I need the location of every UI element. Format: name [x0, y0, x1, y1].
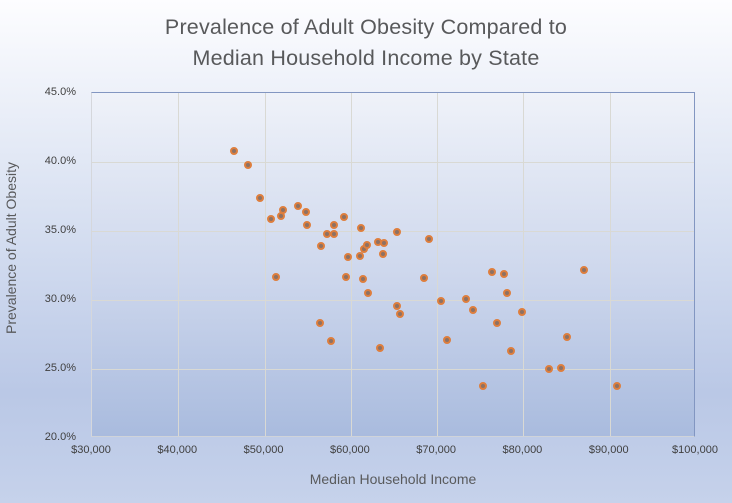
- data-point: [302, 221, 311, 230]
- data-point: [357, 224, 366, 233]
- data-point: [424, 235, 433, 244]
- y-axis-tick-label: 40.0%: [44, 155, 76, 167]
- x-axis-tick-label: $80,000: [502, 444, 543, 456]
- data-point: [379, 239, 388, 248]
- data-point: [556, 363, 565, 372]
- chart-title-line-1: Prevalence of Adult Obesity Compared to: [164, 15, 568, 39]
- data-point: [330, 221, 339, 230]
- y-axis-tick-label: 20.0%: [44, 431, 76, 443]
- data-point: [341, 272, 350, 281]
- data-point: [378, 250, 387, 259]
- data-point: [442, 336, 451, 345]
- x-axis-tick-label: $50,000: [243, 444, 284, 456]
- horizontal-gridline: [92, 369, 694, 370]
- data-point: [256, 193, 265, 202]
- data-point: [579, 265, 588, 274]
- data-point: [271, 272, 280, 281]
- vertical-gridline: [178, 93, 180, 436]
- data-point: [392, 301, 401, 310]
- data-point: [469, 305, 478, 314]
- vertical-gridline: [350, 93, 352, 436]
- data-point: [392, 228, 401, 237]
- data-point: [316, 242, 325, 251]
- x-axis-tick-label: $30,000: [71, 444, 111, 456]
- y-axis-tick-label: 45.0%: [44, 86, 76, 98]
- data-point: [327, 337, 335, 346]
- data-point: [344, 253, 353, 262]
- data-point: [294, 202, 303, 211]
- data-point: [229, 146, 238, 155]
- data-point: [462, 294, 471, 303]
- data-point: [376, 344, 385, 353]
- data-point: [278, 206, 287, 215]
- horizontal-gridline: [92, 162, 694, 163]
- data-point: [478, 381, 487, 390]
- vertical-gridline: [523, 93, 525, 436]
- y-axis-tick-label: 25.0%: [44, 362, 76, 374]
- x-axis-tick-label: $40,000: [157, 444, 198, 456]
- vertical-gridline: [609, 93, 611, 436]
- data-point: [339, 213, 348, 222]
- horizontal-gridline: [92, 300, 694, 301]
- data-point: [329, 229, 338, 238]
- data-point: [356, 251, 365, 260]
- data-point: [563, 333, 572, 342]
- y-axis-title: Prevalence of Adult Obesity: [3, 162, 19, 334]
- x-axis-tick-label: $60,000: [329, 444, 370, 456]
- data-point: [436, 297, 445, 306]
- x-axis-tick-label: $90,000: [588, 444, 629, 456]
- chart-title: Prevalence of Adult Obesity Compared to …: [0, 12, 732, 73]
- data-point: [507, 347, 516, 356]
- data-point: [500, 269, 509, 278]
- data-point: [492, 319, 501, 328]
- y-axis-tick-label: 30.0%: [44, 293, 76, 305]
- x-axis-title: Median Household Income: [309, 471, 477, 487]
- data-point: [244, 160, 253, 169]
- data-point: [364, 289, 373, 298]
- data-point: [266, 214, 275, 223]
- data-point: [545, 365, 554, 373]
- data-point: [358, 275, 367, 284]
- vertical-gridline: [264, 93, 266, 436]
- y-axis-tick-label: 35.0%: [44, 224, 76, 236]
- x-axis-tick-label: $100,000: [672, 444, 718, 456]
- data-point: [315, 319, 324, 328]
- data-point: [488, 268, 497, 277]
- data-point: [503, 289, 512, 298]
- data-point: [517, 308, 526, 317]
- data-point: [363, 240, 372, 249]
- data-point: [420, 273, 429, 282]
- x-axis-tick-label: $70,000: [416, 444, 457, 456]
- data-point: [612, 381, 621, 390]
- plot-area: [91, 92, 695, 437]
- chart-title-line-2: Median Household Income by State: [192, 45, 540, 70]
- data-point: [301, 207, 310, 216]
- data-point: [396, 309, 405, 318]
- vertical-gridline: [437, 93, 439, 436]
